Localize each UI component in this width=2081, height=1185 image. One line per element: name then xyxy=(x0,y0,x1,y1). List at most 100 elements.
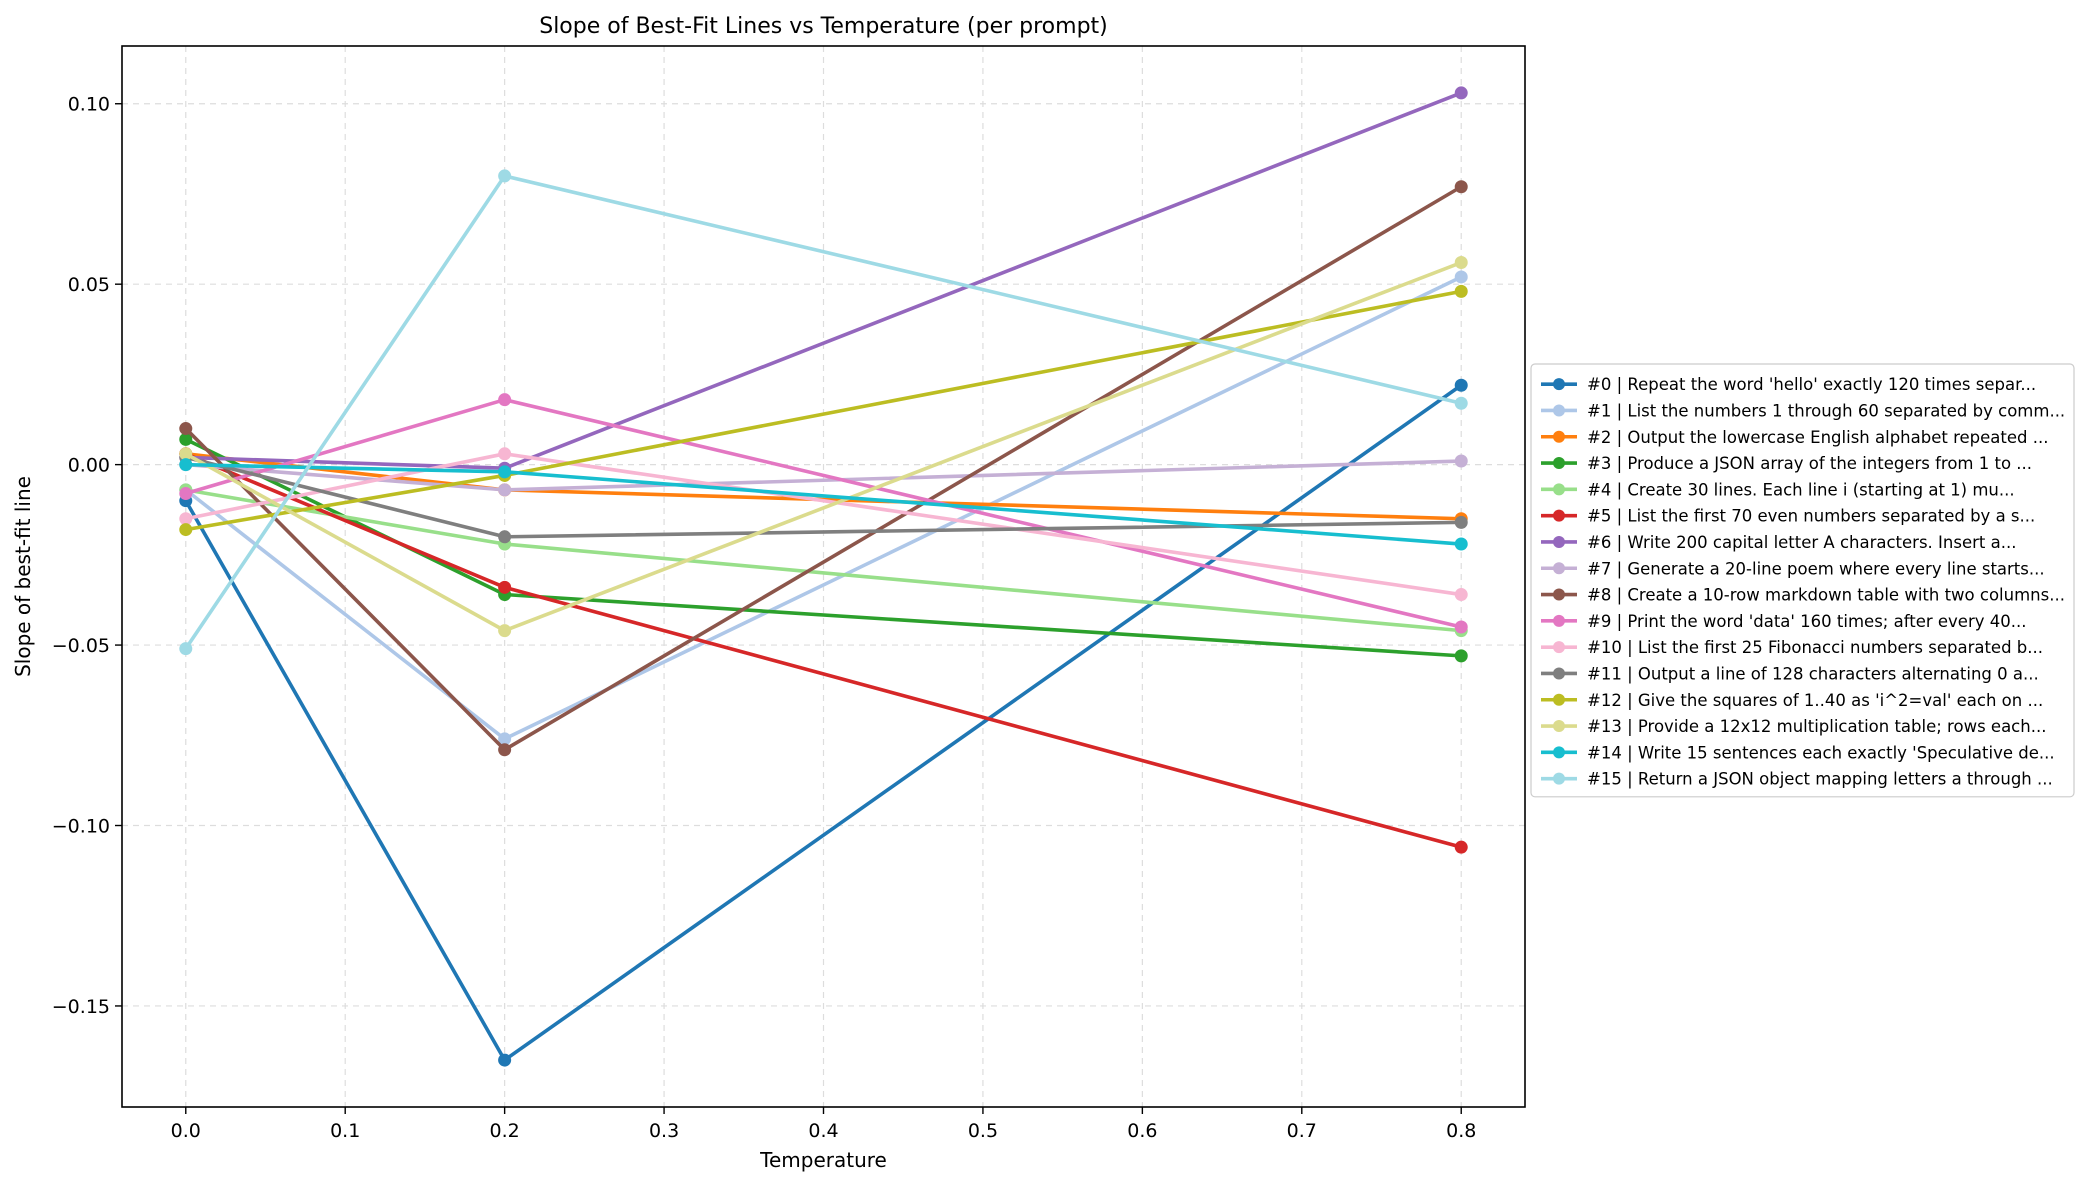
x-tick-label: 0.0 xyxy=(171,1120,201,1142)
legend-swatch-marker xyxy=(1553,509,1565,522)
legend-item-0: #0 | Repeat the word 'hello' exactly 120… xyxy=(1541,375,2036,394)
legend-label: #8 | Create a 10-row markdown table with… xyxy=(1587,586,2065,605)
legend-swatch-marker xyxy=(1553,641,1565,654)
legend-swatch-marker xyxy=(1553,588,1565,601)
legend-label: #2 | Output the lowercase English alphab… xyxy=(1587,428,2048,447)
data-point xyxy=(498,743,512,757)
x-tick-label: 0.5 xyxy=(968,1120,998,1142)
data-point xyxy=(498,447,512,461)
legend-label: #9 | Print the word 'data' 160 times; af… xyxy=(1587,612,2026,631)
legend-item-9: #9 | Print the word 'data' 160 times; af… xyxy=(1541,612,2026,631)
legend-label: #12 | Give the squares of 1..40 as 'i^2=… xyxy=(1587,691,2043,710)
data-point xyxy=(1454,270,1468,284)
data-point xyxy=(179,486,193,500)
legend-label: #6 | Write 200 capital letter A characte… xyxy=(1587,533,2016,552)
data-point xyxy=(1454,537,1468,551)
data-point xyxy=(498,624,512,638)
data-point xyxy=(498,1053,512,1067)
legend-item-1: #1 | List the numbers 1 through 60 separ… xyxy=(1541,401,2065,420)
series-8 xyxy=(179,180,1468,757)
y-tick-label: −0.15 xyxy=(52,996,110,1018)
legend-label: #4 | Create 30 lines. Each line i (start… xyxy=(1587,480,2015,499)
y-tick-label: −0.05 xyxy=(52,635,110,657)
data-point xyxy=(179,447,193,461)
data-point xyxy=(498,393,512,407)
data-point xyxy=(1454,284,1468,298)
data-point xyxy=(498,465,512,479)
data-point xyxy=(179,432,193,446)
legend-swatch-marker xyxy=(1553,404,1565,417)
legend-label: #11 | Output a line of 128 characters al… xyxy=(1587,664,2039,683)
legend-label: #14 | Write 15 sentences each exactly 'S… xyxy=(1587,743,2055,762)
legend-swatch-marker xyxy=(1553,430,1565,443)
legend-label: #10 | List the first 25 Fibonacci number… xyxy=(1587,638,2043,657)
legend-label: #5 | List the first 70 even numbers sepa… xyxy=(1587,507,2035,526)
data-point xyxy=(179,422,193,436)
data-point xyxy=(498,169,512,183)
series-layer xyxy=(179,86,1468,1067)
legend-item-8: #8 | Create a 10-row markdown table with… xyxy=(1541,586,2065,605)
x-tick-label: 0.2 xyxy=(490,1120,520,1142)
x-tick-label: 0.1 xyxy=(330,1120,360,1142)
data-point xyxy=(1454,588,1468,602)
legend-swatch-marker xyxy=(1553,562,1565,575)
x-tick-label: 0.6 xyxy=(1127,1120,1157,1142)
series-13 xyxy=(179,256,1468,638)
legend-label: #13 | Provide a 12x12 multiplication tab… xyxy=(1587,717,2046,736)
legend-label: #15 | Return a JSON object mapping lette… xyxy=(1587,770,2053,789)
legend-item-13: #13 | Provide a 12x12 multiplication tab… xyxy=(1541,717,2046,736)
data-point xyxy=(1454,840,1468,854)
y-tick-label: 0.05 xyxy=(68,274,110,296)
ticks-layer: 0.0 0.1 0.2 0.3 0.4 0.5 0.6 0.7 0.8 0.10 0.05 0.00 −… xyxy=(52,94,1477,1142)
legend-swatch-marker xyxy=(1553,720,1565,733)
legend-item-4: #4 | Create 30 lines. Each line i (start… xyxy=(1541,480,2015,499)
legend-swatch-marker xyxy=(1553,457,1565,470)
legend-swatch-marker xyxy=(1553,535,1565,548)
legend-label: #1 | List the numbers 1 through 60 separ… xyxy=(1587,401,2065,420)
data-point xyxy=(179,512,193,526)
legend-item-15: #15 | Return a JSON object mapping lette… xyxy=(1541,770,2053,789)
legend-item-5: #5 | List the first 70 even numbers sepa… xyxy=(1541,507,2035,526)
legend-label: #7 | Generate a 20-line poem where every… xyxy=(1587,559,2045,578)
y-tick-label: 0.10 xyxy=(68,94,110,116)
data-point xyxy=(1454,649,1468,663)
legend-swatch-marker xyxy=(1553,667,1565,680)
legend-item-10: #10 | List the first 25 Fibonacci number… xyxy=(1541,638,2043,657)
legend-item-3: #3 | Produce a JSON array of the integer… xyxy=(1541,454,2032,473)
series-9 xyxy=(179,393,1468,634)
data-point xyxy=(1454,256,1468,270)
data-point xyxy=(179,642,193,656)
series-10 xyxy=(179,447,1468,602)
data-point xyxy=(498,580,512,594)
data-point xyxy=(1454,396,1468,410)
y-tick-label: 0.00 xyxy=(68,455,110,477)
data-point xyxy=(1454,180,1468,194)
data-point xyxy=(179,458,193,472)
legend-swatch-marker xyxy=(1553,378,1565,391)
legend-swatch-marker xyxy=(1553,614,1565,627)
legend: #0 | Repeat the word 'hello' exactly 120… xyxy=(1530,363,2075,798)
data-point xyxy=(498,530,512,544)
legend-item-2: #2 | Output the lowercase English alphab… xyxy=(1541,428,2048,447)
legend-item-6: #6 | Write 200 capital letter A characte… xyxy=(1541,533,2016,552)
legend-swatch-marker xyxy=(1553,746,1565,759)
legend-swatch-marker xyxy=(1553,483,1565,496)
series-15 xyxy=(179,169,1468,656)
x-tick-label: 0.4 xyxy=(808,1120,838,1142)
chart-title: Slope of Best-Fit Lines vs Temperature (… xyxy=(539,14,1108,39)
data-point xyxy=(498,483,512,497)
legend-item-14: #14 | Write 15 sentences each exactly 'S… xyxy=(1541,743,2055,762)
legend-box xyxy=(1530,363,2075,798)
x-tick-label: 0.7 xyxy=(1287,1120,1317,1142)
legend-item-11: #11 | Output a line of 128 characters al… xyxy=(1541,664,2039,683)
data-point xyxy=(179,523,193,537)
data-point xyxy=(498,732,512,746)
series-14 xyxy=(179,458,1468,551)
data-point xyxy=(1454,515,1468,529)
x-axis-label: Temperature xyxy=(759,1148,887,1172)
legend-swatch-marker xyxy=(1553,693,1565,706)
data-point xyxy=(1454,86,1468,100)
y-axis-label: Slope of best-fit line xyxy=(11,476,35,677)
